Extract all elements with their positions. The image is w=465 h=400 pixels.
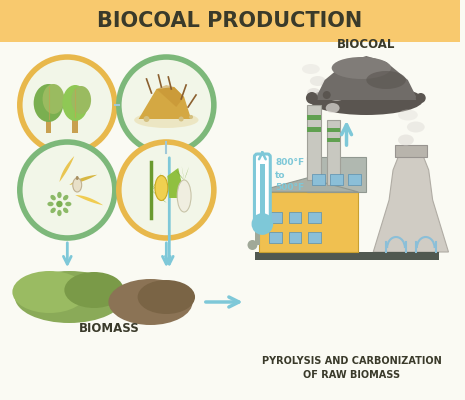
FancyBboxPatch shape — [327, 138, 339, 142]
Polygon shape — [152, 190, 166, 203]
FancyBboxPatch shape — [260, 164, 265, 219]
Polygon shape — [175, 169, 184, 180]
FancyBboxPatch shape — [269, 232, 282, 242]
FancyBboxPatch shape — [289, 212, 301, 222]
Ellipse shape — [57, 210, 62, 216]
Polygon shape — [69, 175, 97, 185]
Text: PYROLYSIS AND CARBONIZATION
OF RAW BIOMASS: PYROLYSIS AND CARBONIZATION OF RAW BIOMA… — [262, 356, 441, 380]
FancyBboxPatch shape — [307, 115, 321, 120]
Circle shape — [144, 116, 150, 122]
FancyBboxPatch shape — [307, 105, 321, 180]
Ellipse shape — [326, 103, 339, 113]
Polygon shape — [184, 167, 189, 180]
Ellipse shape — [57, 192, 62, 198]
Circle shape — [56, 201, 63, 207]
Circle shape — [119, 57, 214, 153]
FancyBboxPatch shape — [46, 111, 52, 133]
Circle shape — [20, 142, 115, 238]
Ellipse shape — [309, 85, 423, 115]
FancyBboxPatch shape — [395, 145, 427, 157]
Polygon shape — [315, 56, 418, 100]
Ellipse shape — [398, 110, 418, 120]
FancyBboxPatch shape — [255, 215, 260, 245]
Ellipse shape — [134, 112, 199, 128]
Ellipse shape — [398, 134, 414, 146]
Ellipse shape — [366, 71, 406, 89]
Polygon shape — [60, 156, 74, 182]
FancyBboxPatch shape — [307, 127, 321, 132]
Circle shape — [306, 92, 318, 104]
FancyBboxPatch shape — [312, 174, 325, 184]
Ellipse shape — [47, 202, 53, 206]
Ellipse shape — [108, 279, 193, 325]
Ellipse shape — [63, 195, 68, 200]
Circle shape — [20, 57, 115, 153]
Ellipse shape — [310, 76, 325, 86]
Text: BIOCOAL PRODUCTION: BIOCOAL PRODUCTION — [97, 11, 362, 31]
Text: BIOMASS: BIOMASS — [79, 322, 140, 334]
Polygon shape — [167, 168, 182, 198]
Ellipse shape — [155, 176, 168, 200]
Circle shape — [253, 214, 272, 234]
Ellipse shape — [15, 271, 124, 323]
Circle shape — [189, 115, 193, 119]
Polygon shape — [75, 195, 103, 205]
Ellipse shape — [50, 195, 56, 200]
FancyBboxPatch shape — [255, 252, 438, 260]
Ellipse shape — [76, 176, 79, 180]
Ellipse shape — [407, 122, 425, 132]
FancyBboxPatch shape — [308, 232, 321, 242]
Circle shape — [179, 116, 184, 122]
Ellipse shape — [302, 64, 320, 74]
FancyBboxPatch shape — [327, 120, 339, 185]
Ellipse shape — [62, 85, 88, 121]
FancyBboxPatch shape — [348, 174, 361, 184]
Ellipse shape — [332, 57, 391, 79]
FancyBboxPatch shape — [289, 232, 301, 242]
FancyBboxPatch shape — [307, 157, 366, 192]
Text: 800°F
to
500°F: 800°F to 500°F — [275, 158, 305, 192]
Circle shape — [323, 91, 331, 99]
FancyBboxPatch shape — [259, 192, 359, 252]
Circle shape — [416, 93, 426, 103]
FancyBboxPatch shape — [254, 154, 270, 225]
FancyBboxPatch shape — [0, 0, 460, 42]
Polygon shape — [152, 173, 161, 190]
Polygon shape — [255, 178, 359, 192]
Circle shape — [247, 240, 258, 250]
Polygon shape — [373, 155, 449, 252]
Ellipse shape — [50, 208, 56, 213]
FancyBboxPatch shape — [308, 212, 321, 222]
FancyBboxPatch shape — [269, 212, 282, 222]
Polygon shape — [182, 166, 184, 180]
Ellipse shape — [321, 79, 339, 89]
Polygon shape — [139, 87, 191, 119]
Ellipse shape — [63, 208, 68, 213]
Ellipse shape — [33, 84, 63, 122]
Polygon shape — [152, 177, 166, 190]
Ellipse shape — [329, 91, 345, 101]
Circle shape — [119, 142, 214, 238]
Ellipse shape — [73, 178, 82, 192]
Text: BIOCOAL: BIOCOAL — [337, 38, 396, 50]
Polygon shape — [156, 85, 184, 107]
Ellipse shape — [177, 180, 191, 212]
Ellipse shape — [43, 84, 64, 114]
FancyBboxPatch shape — [327, 128, 339, 132]
Ellipse shape — [13, 271, 86, 313]
Ellipse shape — [64, 272, 124, 308]
Ellipse shape — [65, 202, 72, 206]
FancyBboxPatch shape — [72, 111, 78, 133]
Ellipse shape — [71, 86, 91, 114]
Ellipse shape — [307, 88, 321, 98]
Ellipse shape — [138, 280, 195, 314]
FancyBboxPatch shape — [330, 174, 343, 184]
